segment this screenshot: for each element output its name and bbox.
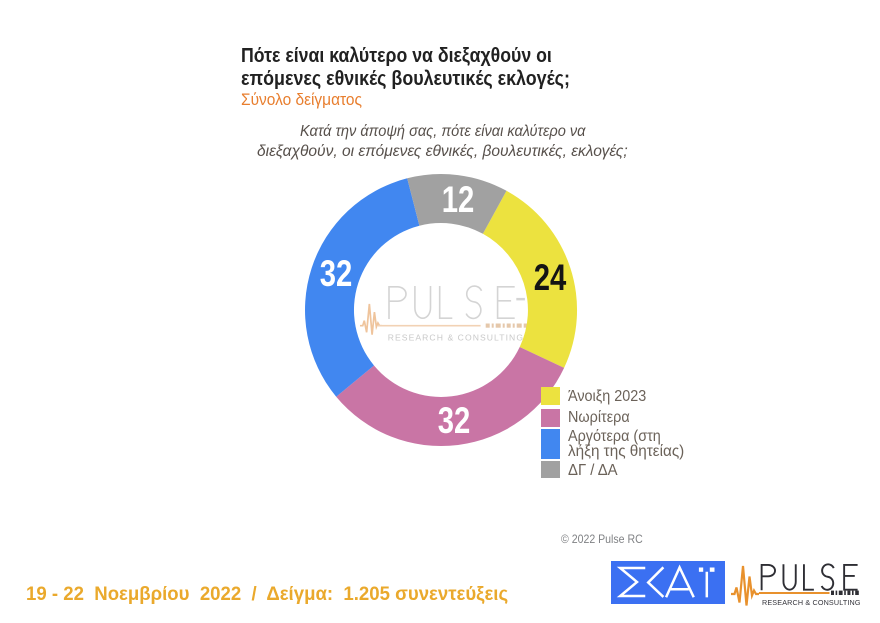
svg-text:RESEARCH & CONSULTING: RESEARCH & CONSULTING [762, 598, 861, 607]
svg-text:RESEARCH & CONSULTING: RESEARCH & CONSULTING [388, 333, 524, 343]
